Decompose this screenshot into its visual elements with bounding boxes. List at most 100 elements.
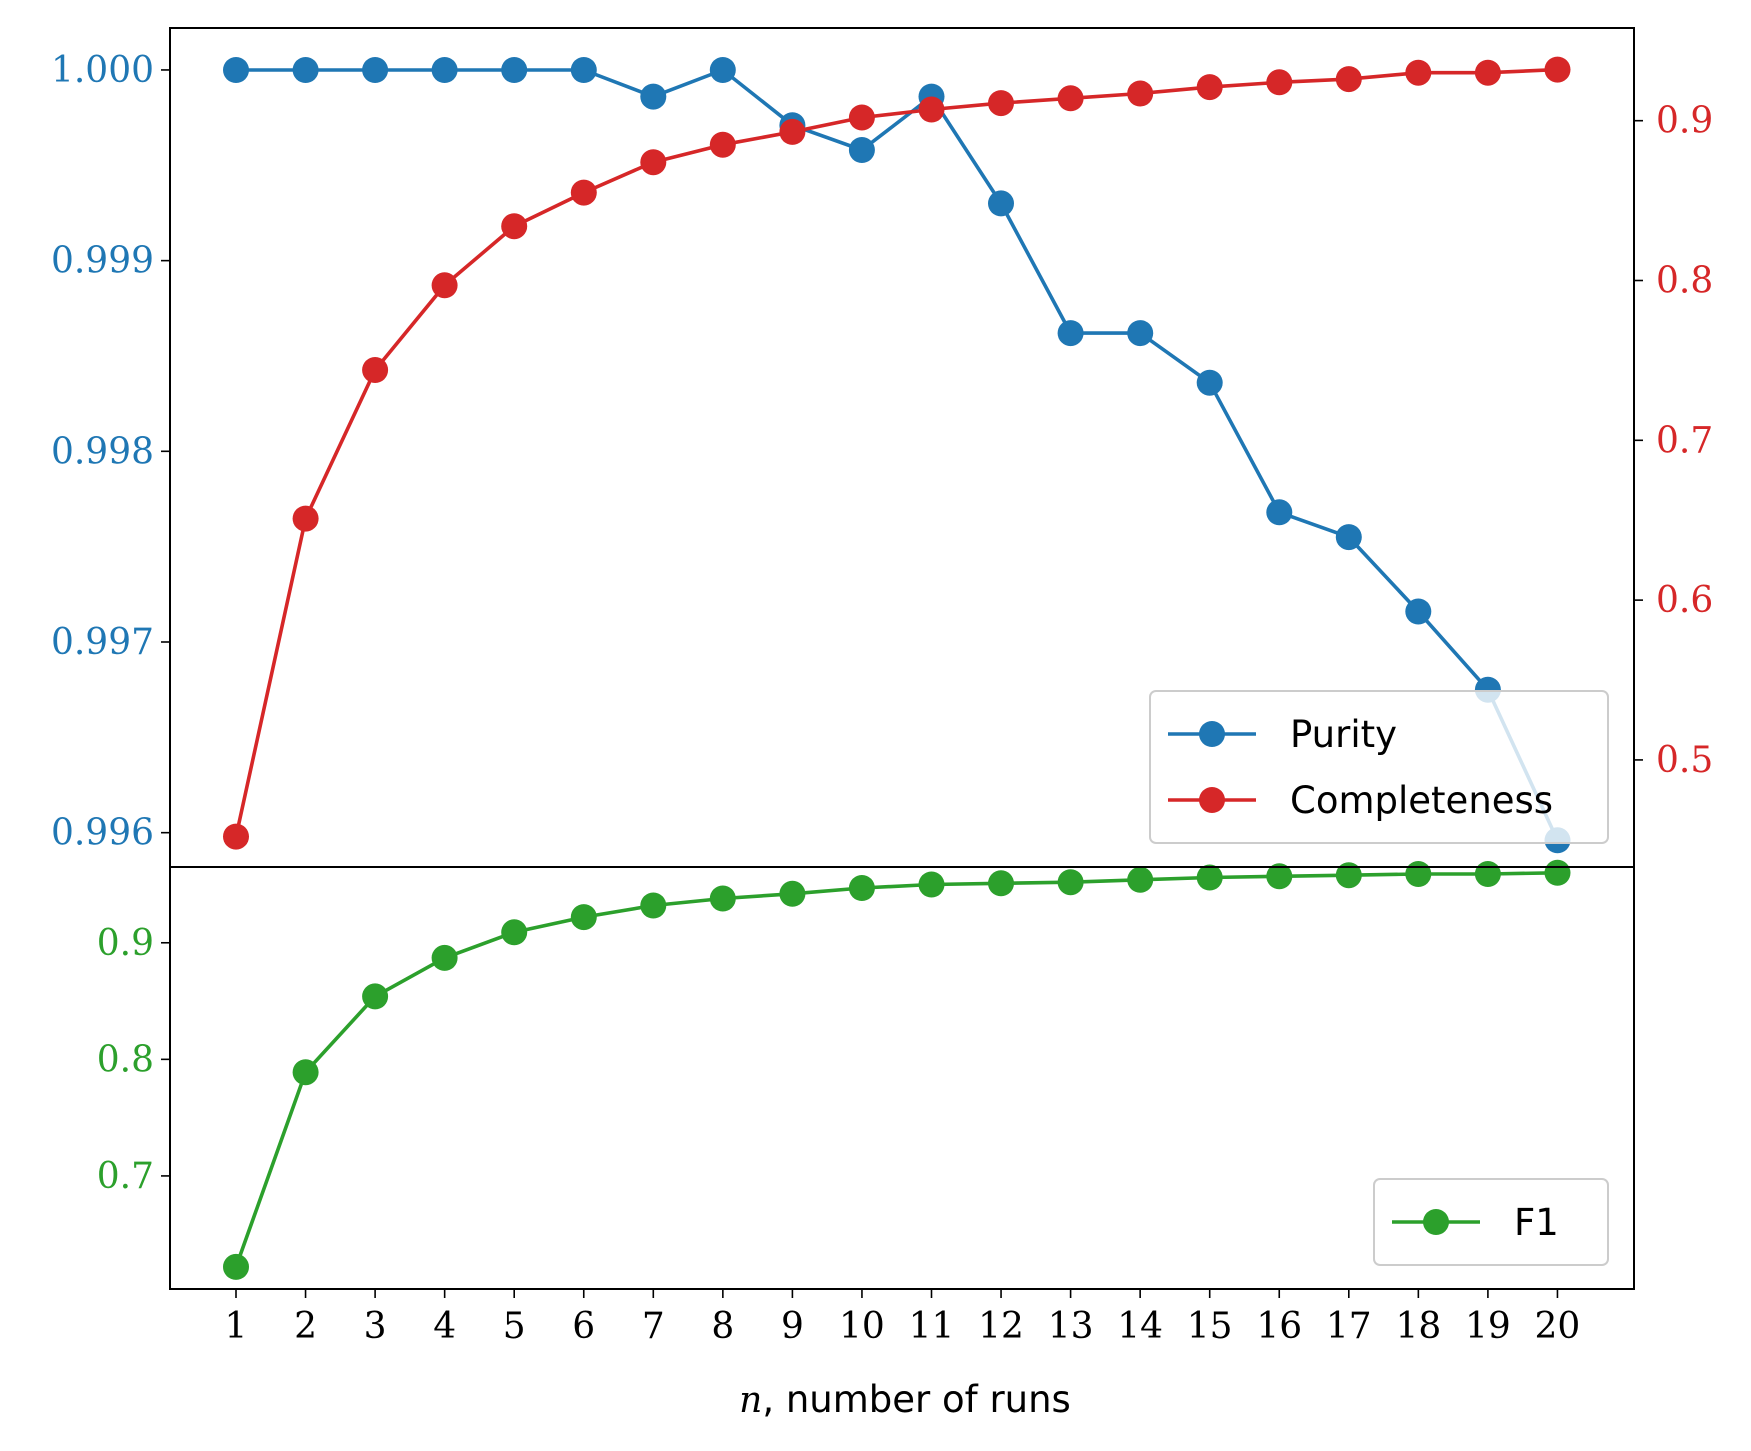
purity-axis-tick-label: 0.999 <box>51 241 154 282</box>
f1-point <box>1127 866 1154 893</box>
x-axis-label: n, number of runs <box>739 1378 1071 1421</box>
f1-axis-tick-label: 0.8 <box>97 1039 154 1080</box>
series-completeness <box>223 56 1571 850</box>
legend-purity-label: Purity <box>1290 713 1397 756</box>
f1-point <box>362 983 389 1010</box>
f1-point <box>779 880 806 907</box>
f1-point <box>1266 863 1293 890</box>
completeness-point <box>292 505 319 532</box>
x-tick-label: 20 <box>1535 1306 1581 1347</box>
purity-point <box>1127 320 1154 347</box>
purity-point <box>640 83 667 110</box>
completeness-point <box>779 118 806 145</box>
completeness-point <box>1405 59 1432 86</box>
purity-point <box>1266 499 1293 526</box>
bottom-panel-frame <box>169 866 1635 1290</box>
f1-point <box>570 904 597 931</box>
purity-point <box>1405 598 1432 625</box>
purity-axis-tick-label: 0.998 <box>51 431 154 472</box>
completeness-point <box>848 104 875 131</box>
f1-point <box>1057 869 1084 896</box>
x-tick-label: 18 <box>1395 1306 1441 1347</box>
legend-completeness-marker <box>1199 787 1225 813</box>
completeness-point <box>1474 59 1501 86</box>
x-tick-label: 2 <box>294 1306 317 1347</box>
completeness-point <box>223 823 249 850</box>
completeness-axis-tick-label: 0.5 <box>1656 740 1713 781</box>
completeness-point <box>918 96 945 123</box>
f1-point <box>1474 861 1501 887</box>
purity-point <box>848 137 875 163</box>
completeness-point <box>640 149 667 176</box>
x-axis-label-variable: n <box>739 1380 762 1421</box>
x-tick-label: 10 <box>839 1306 885 1347</box>
f1-point <box>1405 861 1432 887</box>
f1-point <box>292 1059 319 1086</box>
completeness-point <box>570 179 597 206</box>
top-legend: Purity Completeness <box>1149 690 1609 844</box>
purity-axis-tick-label: 0.996 <box>51 813 154 854</box>
x-tick-label: 8 <box>711 1306 734 1347</box>
f1-point <box>431 944 458 971</box>
purity-point <box>362 57 389 83</box>
purity-point <box>223 57 249 83</box>
x-axis: 1 2 3 4 5 6 7 8 9 10 11 12 13 14 15 16 17 18 19 20 <box>225 1289 1581 1347</box>
f1-axis-tick-label: 0.7 <box>97 1156 154 1197</box>
bottom-legend: F1 <box>1373 1178 1609 1266</box>
completeness-point <box>501 213 528 240</box>
completeness-point <box>1266 69 1293 96</box>
legend-f1-label: F1 <box>1514 1201 1559 1244</box>
completeness-axis-tick-label: 0.6 <box>1656 580 1713 621</box>
f1-point <box>918 871 945 898</box>
purity-point <box>709 57 736 83</box>
purity-axis-tick-label: 0.997 <box>51 622 154 663</box>
x-tick-label: 3 <box>364 1306 387 1347</box>
f1-point <box>1196 864 1223 891</box>
purity-axis-tick-label: 1.000 <box>51 50 154 91</box>
completeness-point <box>362 357 389 383</box>
x-tick-label: 14 <box>1117 1306 1163 1347</box>
f1-point <box>709 885 736 912</box>
purity-point <box>1057 320 1084 347</box>
f1-point <box>1544 859 1571 886</box>
completeness-point <box>1057 85 1084 112</box>
f1-point <box>988 870 1014 897</box>
axes-frames <box>169 27 1635 1290</box>
completeness-point <box>1127 80 1154 107</box>
f1-point <box>1335 862 1362 889</box>
legend-completeness-label: Completeness <box>1290 779 1553 822</box>
completeness-point <box>431 272 458 299</box>
purity-point <box>988 190 1014 217</box>
purity-point <box>1196 369 1223 396</box>
top-panel: 0.996 0.997 0.998 0.999 1.000 0.5 0.6 0.7 0.8 0.9 <box>51 50 1713 854</box>
f1-point <box>501 919 528 946</box>
completeness-point <box>1335 66 1362 93</box>
bottom-legend-box <box>1373 1178 1609 1266</box>
series-f1 <box>223 859 1571 1280</box>
x-tick-label: 1 <box>225 1306 248 1347</box>
purity-point <box>570 57 597 83</box>
x-tick-label: 15 <box>1187 1306 1233 1347</box>
f1-point <box>848 875 875 901</box>
x-tick-label: 16 <box>1256 1306 1302 1347</box>
legends: Purity Completeness F1 <box>1149 690 1609 1266</box>
x-tick-label: 19 <box>1465 1306 1511 1347</box>
x-axis-label-text: , number of runs <box>762 1378 1071 1421</box>
completeness-point <box>709 131 736 158</box>
x-tick-label: 6 <box>572 1306 595 1347</box>
legend-f1-marker <box>1423 1209 1449 1235</box>
x-tick-label: 17 <box>1326 1306 1372 1347</box>
f1-axis-tick-label: 0.9 <box>97 923 154 964</box>
x-tick-label: 13 <box>1048 1306 1094 1347</box>
x-tick-label: 12 <box>978 1306 1024 1347</box>
completeness-axis-tick-label: 0.7 <box>1656 420 1713 461</box>
x-tick-label: 9 <box>781 1306 804 1347</box>
x-tick-label: 5 <box>503 1306 526 1347</box>
purity-point <box>292 57 319 83</box>
completeness-axis-tick-label: 0.8 <box>1656 260 1713 301</box>
x-tick-label: 11 <box>909 1306 955 1347</box>
completeness-point <box>988 90 1014 117</box>
completeness-point <box>1196 74 1223 101</box>
purity-point <box>501 57 528 83</box>
top-legend-box <box>1149 690 1609 844</box>
